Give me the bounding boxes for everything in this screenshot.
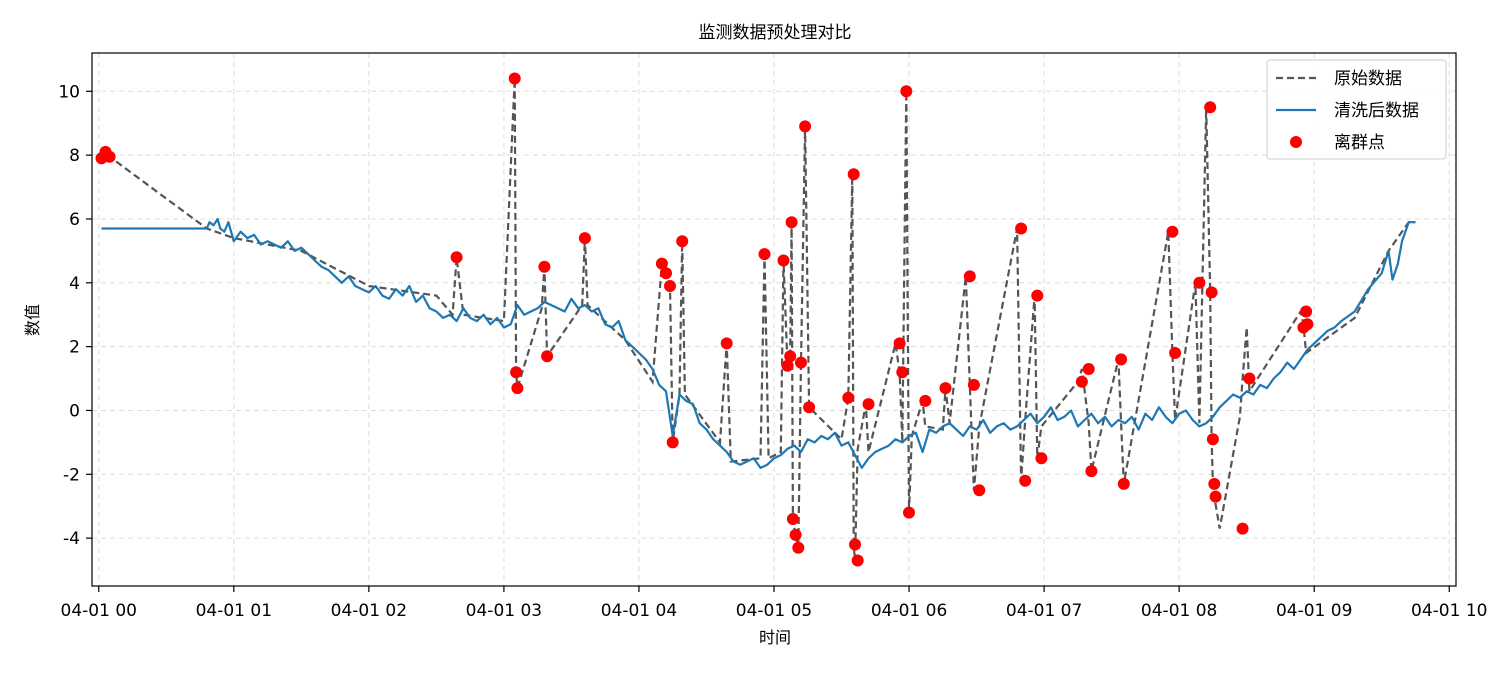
outlier-point (973, 484, 986, 497)
x-tick-label: 04-01 00 (61, 601, 137, 621)
outlier-point (1236, 522, 1249, 535)
x-tick-label: 04-01 10 (1411, 601, 1487, 621)
x-tick-label: 04-01 08 (1141, 601, 1217, 621)
outlier-point (1031, 289, 1044, 302)
outlier-point (919, 394, 932, 407)
y-tick-label: 0 (69, 401, 80, 421)
x-axis-label: 时间 (759, 628, 791, 647)
x-tick-label: 04-01 03 (466, 601, 542, 621)
outlier-point (666, 436, 679, 449)
outlier-point (903, 506, 915, 519)
outlier-point (676, 235, 689, 248)
outlier-point (541, 350, 554, 363)
outlier-point (896, 366, 909, 379)
outlier-point (510, 366, 523, 379)
outlier-point (792, 541, 805, 554)
outlier-point (1206, 433, 1219, 446)
outlier-point (781, 359, 794, 372)
outlier-point (1193, 276, 1206, 289)
outlier-point (1019, 474, 1032, 487)
outlier-point (1015, 222, 1028, 235)
outlier-point (511, 382, 524, 395)
y-tick-label: -2 (63, 465, 80, 485)
outlier-point (900, 85, 913, 98)
outlier-point (893, 337, 906, 350)
x-tick-label: 04-01 09 (1276, 601, 1352, 621)
outlier-point (963, 270, 976, 283)
chart-title: 监测数据预处理对比 (699, 23, 852, 43)
y-tick-label: -4 (63, 529, 80, 549)
outlier-point (1300, 305, 1313, 318)
y-tick-label: 2 (69, 338, 80, 358)
outlier-point (1117, 477, 1130, 490)
y-axis-label: 数值 (23, 304, 42, 336)
outlier-point (450, 251, 463, 264)
legend-raw-label: 原始数据 (1334, 69, 1402, 89)
outlier-point (1035, 452, 1048, 465)
outlier-point (664, 280, 676, 292)
legend: 原始数据 清洗后数据 离群点 (1266, 59, 1447, 160)
legend-box (1266, 59, 1447, 160)
outlier-point (851, 554, 864, 567)
outlier-point (103, 150, 116, 163)
outlier-point (799, 120, 812, 133)
series-layer (95, 72, 1416, 567)
outlier-point (1243, 372, 1256, 385)
y-tick-label: 4 (69, 274, 80, 294)
legend-outlier-swatch (1290, 136, 1302, 148)
outlier-point (849, 538, 861, 551)
y-tick-label: 8 (69, 146, 80, 166)
y-tick-label: 6 (69, 210, 80, 230)
outlier-point (508, 72, 521, 85)
outlier-point (967, 378, 980, 391)
outlier-point (720, 337, 733, 350)
series-raw-line (100, 78, 1416, 561)
outlier-point (538, 260, 551, 273)
outlier-point (777, 254, 790, 267)
outlier-point (1082, 363, 1095, 375)
x-tick-label: 04-01 05 (736, 601, 812, 621)
outlier-point (1115, 353, 1128, 366)
x-tick-label: 04-01 01 (196, 601, 272, 621)
outlier-point (1209, 490, 1222, 503)
outlier-point (847, 168, 860, 181)
outlier-point (1169, 347, 1182, 359)
ticks: 04-01 00 04-01 01 04-01 02 04-01 03 04-01 04… (58, 82, 1487, 621)
outlier-point (784, 350, 797, 363)
outlier-point (1085, 465, 1098, 478)
outlier-point (1166, 225, 1179, 238)
x-tick-label: 04-01 06 (871, 601, 947, 621)
outlier-point (758, 248, 771, 261)
outlier-point (1301, 318, 1314, 331)
x-tick-label: 04-01 04 (601, 601, 677, 621)
legend-clean-label: 清洗后数据 (1334, 101, 1419, 121)
outlier-point (1208, 477, 1221, 490)
x-tick-label: 04-01 07 (1006, 601, 1082, 621)
outlier-point (862, 398, 875, 411)
outlier-point (795, 356, 807, 369)
y-tick-label: 10 (58, 82, 80, 102)
outlier-point (939, 382, 952, 395)
x-tick-label: 04-01 02 (331, 601, 407, 621)
outlier-point (803, 401, 816, 414)
outlier-point (1205, 286, 1218, 299)
legend-outlier-label: 离群点 (1334, 133, 1385, 153)
outlier-point (578, 232, 591, 245)
outlier-point (785, 216, 798, 229)
outlier-point (1204, 101, 1217, 114)
series-clean-line (101, 217, 1416, 469)
outlier-point (789, 528, 802, 541)
outlier-point (655, 257, 668, 270)
outlier-point (660, 267, 672, 280)
outlier-point (786, 513, 799, 525)
outlier-point (842, 391, 855, 404)
outlier-point (1075, 375, 1088, 388)
